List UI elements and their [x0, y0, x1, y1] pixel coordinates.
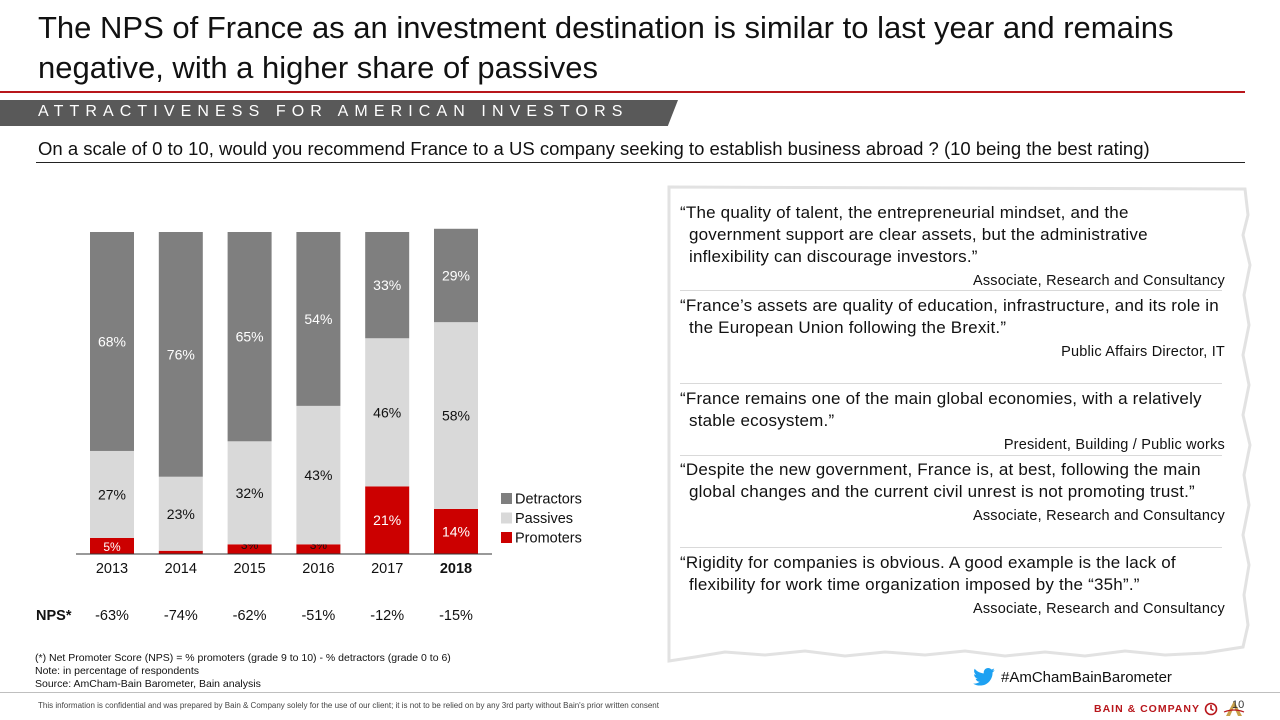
data-label-detractors-2017: 33% [373, 277, 401, 293]
nps-value-2013: -63% [95, 608, 129, 624]
quote-panel [667, 185, 1252, 663]
quote-separator [680, 547, 1222, 548]
bar-detractors-2015 [227, 232, 272, 442]
data-label-promoters-2013: 5% [103, 540, 121, 554]
page-number: 10 [1232, 699, 1245, 711]
bar-promoters-2013 [90, 537, 134, 554]
quote-4-text: “Despite the new government, France is, … [680, 460, 1201, 501]
legend-label-promoters: Promoters [515, 531, 582, 547]
bar-passives-2016 [296, 405, 341, 545]
bar-promoters-2014 [158, 550, 203, 554]
legend-label-detractors: Detractors [515, 492, 582, 508]
quote-2-text: “France’s assets are quality of educatio… [680, 296, 1219, 337]
footnote-nps-definition: (*) Net Promoter Score (NPS) = % promote… [35, 652, 451, 664]
survey-question: On a scale of 0 to 10, would you recomme… [38, 138, 1150, 159]
quote-3: “France remains one of the main global e… [680, 388, 1225, 456]
nps-value-2015: -62% [233, 608, 267, 624]
amcham-logo-icon [1223, 701, 1245, 716]
quote-2: “France’s assets are quality of educatio… [680, 295, 1225, 363]
quote-5-source: Associate, Research and Consultancy [972, 601, 1225, 617]
data-label-detractors-2015: 65% [236, 329, 264, 345]
legend-swatch-promoters [501, 532, 512, 543]
data-label-passives-2017: 46% [373, 404, 401, 420]
confidentiality-notice: This information is confidential and was… [38, 701, 659, 710]
data-label-promoters-2018: 14% [442, 523, 470, 539]
x-tick-label-2014: 2014 [165, 561, 197, 577]
section-banner-label: ATTRACTIVENESS FOR AMERICAN INVESTORS [38, 103, 629, 120]
quote-4-source: Associate, Research and Consultancy [972, 508, 1225, 524]
nps-stacked-bar-chart: 5%27%68%2013-63%1%23%76%2014-74%3%32%65%… [0, 0, 660, 640]
bar-passives-2017 [365, 338, 410, 487]
data-label-detractors-2014: 76% [167, 346, 195, 362]
data-label-passives-2015: 32% [236, 485, 264, 501]
nps-value-2017: -12% [370, 608, 404, 624]
quote-separator [680, 290, 1222, 291]
bar-passives-2014 [158, 476, 203, 551]
bar-detractors-2016 [296, 232, 341, 406]
quote-3-text: “France remains one of the main global e… [680, 389, 1202, 430]
quote-1: “The quality of talent, the entrepreneur… [680, 202, 1225, 292]
x-tick-label-2017: 2017 [371, 561, 403, 577]
data-label-promoters-2017: 21% [373, 512, 401, 528]
quote-5: “Rigidity for companies is obvious. A go… [680, 552, 1225, 620]
bar-promoters-2015 [227, 544, 272, 554]
title-divider [0, 91, 1245, 93]
question-divider [36, 162, 1245, 163]
data-label-detractors-2018: 29% [442, 267, 470, 283]
legend-swatch-passives [501, 512, 512, 524]
bar-detractors-2018 [434, 228, 478, 323]
x-tick-label-2013: 2013 [96, 561, 128, 577]
data-label-passives-2018: 58% [442, 408, 470, 424]
data-label-detractors-2013: 68% [98, 333, 126, 349]
x-tick-label-2018: 2018 [440, 561, 472, 577]
data-label-passives-2016: 43% [304, 467, 332, 483]
bar-promoters-2017 [365, 486, 410, 554]
data-label-passives-2013: 27% [98, 486, 126, 502]
bain-logo: BAIN & COMPANY [1094, 700, 1246, 718]
bar-passives-2013 [90, 450, 134, 538]
quote-2-source: Public Affairs Director, IT [1061, 344, 1225, 360]
bar-passives-2015 [227, 441, 272, 545]
bar-promoters-2018 [434, 508, 478, 554]
bain-mark-icon [1204, 702, 1218, 716]
footnotes: (*) Net Promoter Score (NPS) = % promote… [35, 652, 451, 691]
footnote-note: Note: in percentage of respondents [35, 665, 200, 677]
x-tick-label-2016: 2016 [302, 561, 334, 577]
quote-3-source: President, Building / Public works [1003, 437, 1225, 453]
hashtag-label: #AmChamBainBarometer [1001, 668, 1172, 686]
x-tick-label-2015: 2015 [233, 561, 265, 577]
bar-detractors-2014 [158, 232, 203, 477]
quote-4: “Despite the new government, France is, … [680, 459, 1225, 527]
chart-canvas: 5%27%68%2013-63%1%23%76%2014-74%3%32%65%… [36, 228, 582, 624]
brand-name: BAIN & COMPANY [1094, 703, 1200, 715]
legend-swatch-detractors [501, 493, 512, 504]
bar-detractors-2017 [365, 232, 410, 339]
legend-label-passives: Passives [515, 511, 573, 527]
quote-separator [680, 383, 1222, 384]
quote-1-source: Associate, Research and Consultancy [972, 273, 1225, 289]
twitter-bird-icon [973, 668, 995, 686]
nps-value-2016: -51% [301, 608, 335, 624]
bar-passives-2018 [434, 322, 478, 509]
page-title: The NPS of France as an investment desti… [38, 10, 1174, 85]
data-label-detractors-2016: 54% [304, 311, 332, 327]
data-label-passives-2014: 23% [167, 506, 195, 522]
quote-separator [680, 455, 1222, 456]
nps-value-2018: -15% [439, 608, 473, 624]
section-banner: ATTRACTIVENESS FOR AMERICAN INVESTORS [0, 100, 678, 126]
quote-1-text: “The quality of talent, the entrepreneur… [680, 203, 1148, 266]
nps-row-label: NPS* [36, 608, 72, 624]
footer-divider [0, 692, 1280, 693]
twitter-hashtag[interactable]: #AmChamBainBarometer [973, 668, 1172, 686]
bar-promoters-2016 [296, 544, 341, 554]
nps-value-2014: -74% [164, 608, 198, 624]
quote-5-text: “Rigidity for companies is obvious. A go… [680, 553, 1176, 594]
footnote-source: Source: AmCham-Bain Barometer, Bain anal… [35, 678, 261, 690]
bar-detractors-2013 [90, 232, 134, 451]
